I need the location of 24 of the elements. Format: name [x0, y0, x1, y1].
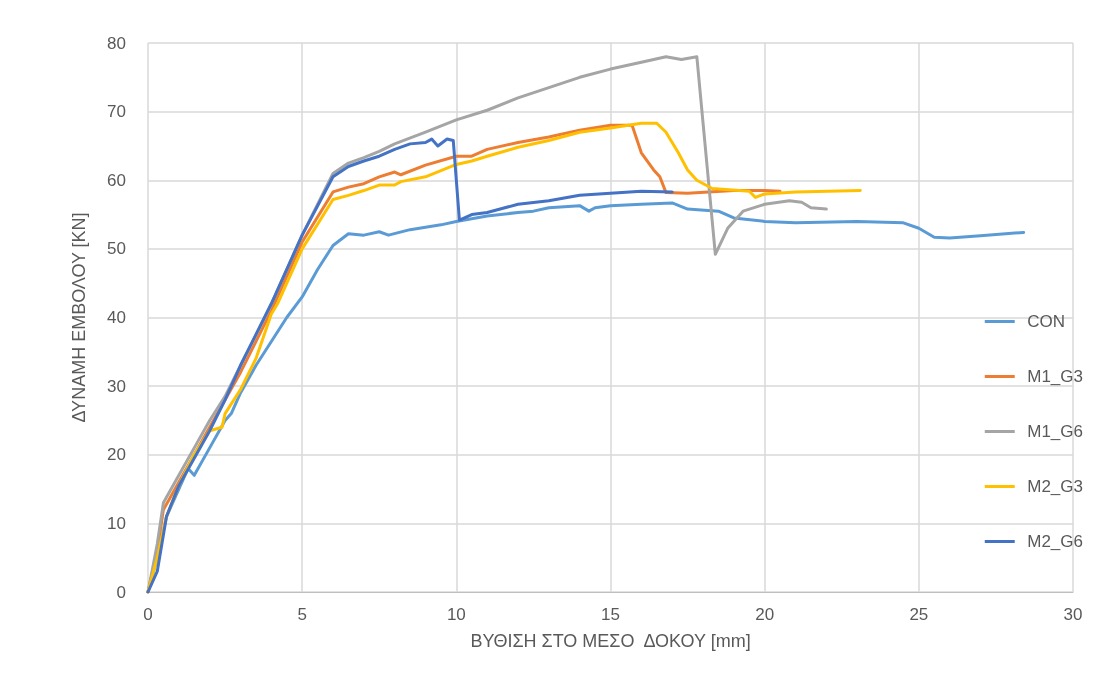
- x-tick-label: 0: [143, 605, 153, 624]
- x-tick-label: 15: [601, 605, 620, 624]
- y-tick-label: 40: [107, 308, 126, 327]
- y-tick-label: 50: [107, 239, 126, 259]
- x-tick-label: 5: [297, 605, 307, 624]
- x-tick-label: 20: [755, 605, 775, 624]
- legend-label: CON: [1027, 312, 1066, 331]
- legend-label: M1_G3: [1027, 367, 1083, 386]
- y-tick-label: 0: [116, 582, 126, 602]
- legend-label: M2_G6: [1027, 532, 1083, 551]
- y-tick-label: 20: [107, 445, 126, 465]
- y-tick-label: 30: [107, 376, 126, 396]
- x-tick-label: 10: [446, 605, 466, 624]
- x-axis-title: ΒΥΘΙΣΗ ΣΤΟ ΜΕΣΟ ΔΟΚΟΥ [mm]: [470, 631, 751, 651]
- y-tick-label: 70: [107, 102, 126, 122]
- y-tick-label: 80: [107, 33, 126, 53]
- legend-label: M1_G6: [1027, 422, 1083, 441]
- x-tick-label: 30: [1063, 605, 1083, 624]
- y-axis-title: ΔΥΝΑΜΗ ΕΜΒΟΛΟΥ [KN]: [69, 212, 89, 423]
- line-series: [146, 137, 674, 594]
- x-tick-label: 25: [909, 605, 929, 624]
- y-tick-label: 10: [107, 513, 126, 533]
- y-tick-label: 60: [107, 170, 126, 190]
- legend-label: M2_G3: [1027, 477, 1083, 496]
